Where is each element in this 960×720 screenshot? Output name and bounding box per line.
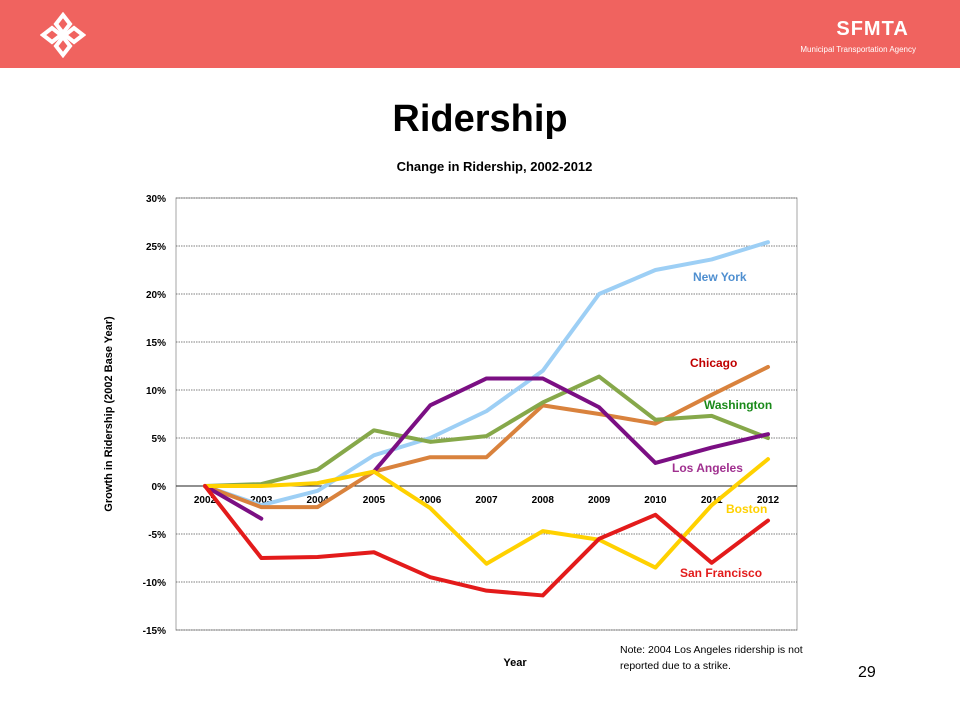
chart-note: Note: 2004 Los Angeles ridership is not … [620, 644, 803, 672]
brand-block: SFMTA Municipal Transportation Agency [800, 18, 916, 54]
y-tick-label: -5% [148, 530, 166, 541]
x-tick-label: 2006 [419, 495, 442, 506]
series-line-new-york [203, 240, 770, 508]
series-line-boston [203, 457, 770, 570]
series-line-chicago [203, 364, 770, 510]
x-axis-label: Year [503, 657, 527, 669]
y-tick-label: 10% [146, 386, 166, 397]
series-line-los-angeles [203, 484, 264, 521]
x-tick-label: 2004 [306, 495, 329, 506]
x-tick-label: 2007 [475, 495, 498, 506]
y-tick-label: -15% [143, 626, 166, 637]
x-tick-label: 2012 [757, 495, 780, 506]
series-label-los-angeles: Los Angeles [672, 461, 743, 475]
series-line-los-angeles [371, 376, 770, 474]
y-tick-label: -10% [143, 578, 166, 589]
slide-title: Ridership [392, 98, 568, 140]
y-axis-label: Growth in Ridership (2002 Base Year) [103, 316, 115, 512]
y-tick-label: 20% [146, 290, 166, 301]
series-line-washington [203, 374, 770, 488]
brand-name: SFMTA [836, 18, 909, 40]
chart-title: Change in Ridership, 2002-2012 [397, 159, 593, 174]
y-tick-label: 0% [152, 482, 167, 493]
x-tick-label: 2002 [194, 495, 217, 506]
series-line-san-francisco [203, 484, 770, 598]
page-number: 29 [858, 664, 876, 681]
series-label-washington: Washington [704, 398, 772, 412]
y-tick-label: 5% [152, 434, 167, 445]
x-tick-label: 2005 [363, 495, 386, 506]
series-label-new-york: New York [693, 270, 747, 284]
series-label-chicago: Chicago [690, 356, 737, 370]
header-bar: SFMTA Municipal Transportation Agency [0, 0, 960, 68]
x-tick-label: 2009 [588, 495, 611, 506]
x-tick-label: 2003 [250, 495, 273, 506]
series-label-boston: Boston [726, 502, 767, 516]
brand-subtitle: Municipal Transportation Agency [800, 45, 916, 54]
y-tick-label: 15% [146, 338, 166, 349]
x-tick-label: 2010 [644, 495, 667, 506]
series-label-san-francisco: San Francisco [680, 566, 762, 580]
sfmta-logo-icon [40, 12, 86, 58]
x-tick-label: 2011 [701, 495, 723, 506]
y-tick-label: 25% [146, 242, 166, 253]
x-tick-label: 2008 [532, 495, 555, 506]
y-tick-label: 30% [146, 194, 166, 205]
